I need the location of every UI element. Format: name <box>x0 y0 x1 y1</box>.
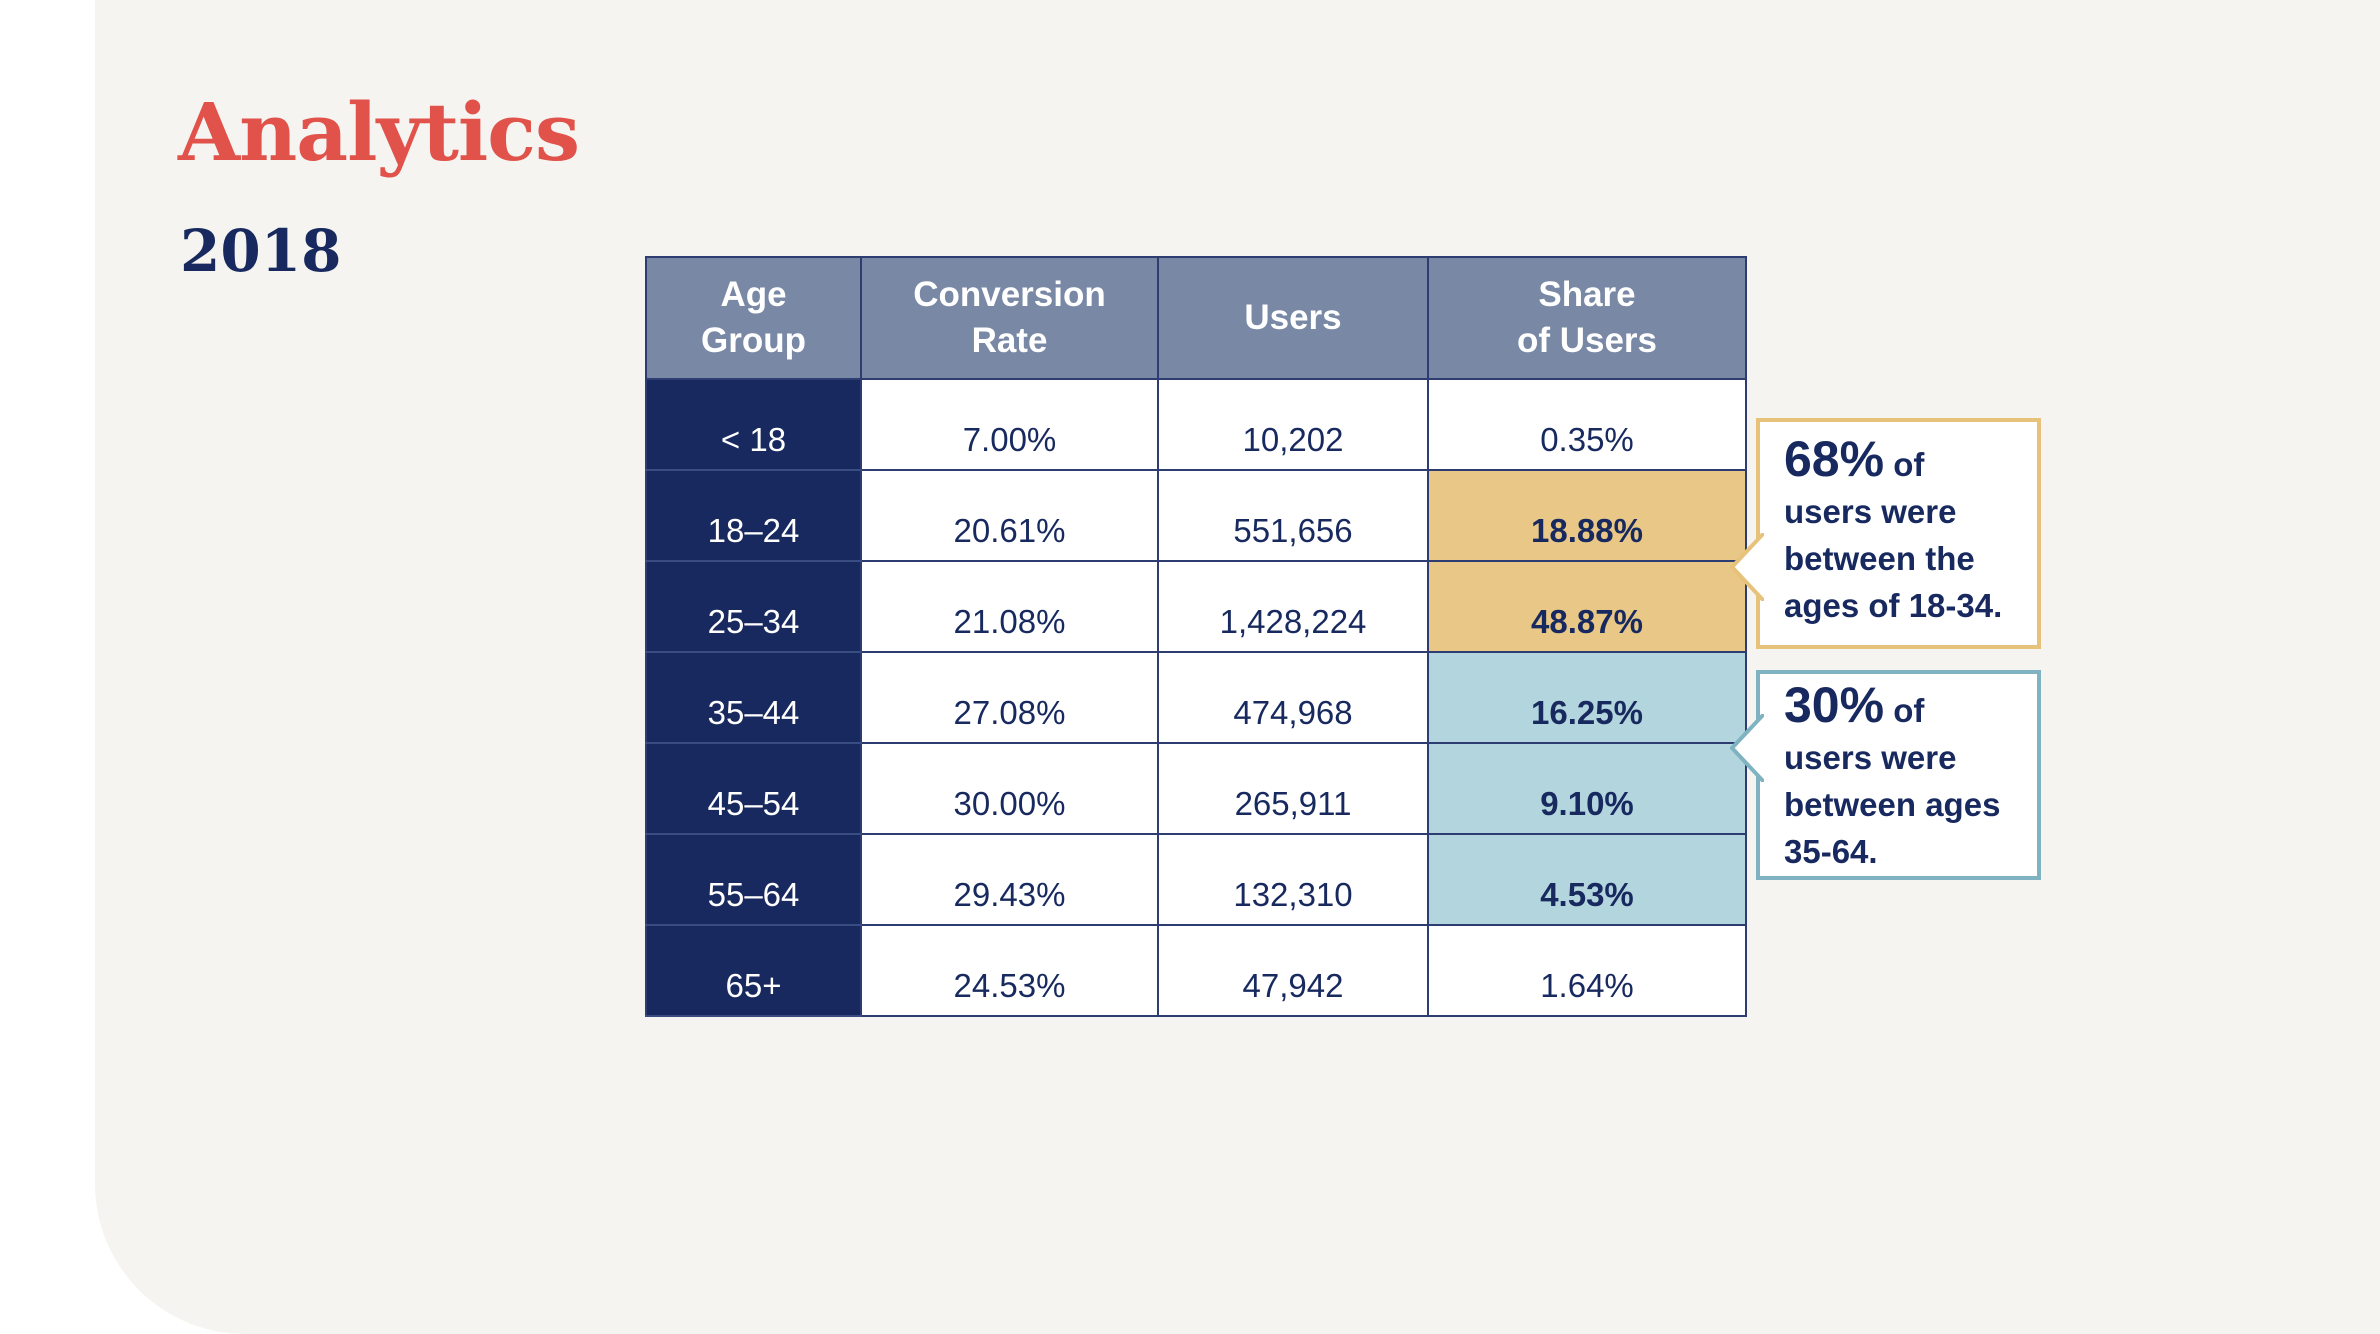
table-row: 35–44 27.08% 474,968 16.25% <box>645 651 1747 744</box>
cell-conversion-rate: 29.43% <box>860 833 1159 926</box>
cell-share-of-users: 1.64% <box>1427 924 1747 1017</box>
callout-line: users were <box>1784 739 1957 776</box>
header-age-group: Age Group <box>645 256 862 380</box>
table-row: < 18 7.00% 10,202 0.35% <box>645 378 1747 471</box>
callout-of: of <box>1893 446 1925 483</box>
table-row: 18–24 20.61% 551,656 18.88% <box>645 469 1747 562</box>
callout-percent: 68% <box>1784 431 1885 487</box>
cell-conversion-rate: 30.00% <box>860 742 1159 835</box>
callout-headline: 30% of <box>1784 680 2013 734</box>
cell-conversion-rate: 21.08% <box>860 560 1159 653</box>
cell-users: 1,428,224 <box>1157 560 1429 653</box>
table-row: 55–64 29.43% 132,310 4.53% <box>645 833 1747 926</box>
table-row: 45–54 30.00% 265,911 9.10% <box>645 742 1747 835</box>
callout-headline: 68% of <box>1784 434 2013 488</box>
cell-age-group: 55–64 <box>645 833 862 926</box>
cell-conversion-rate: 20.61% <box>860 469 1159 562</box>
table-row: 65+ 24.53% 47,942 1.64% <box>645 924 1747 1017</box>
cell-users: 474,968 <box>1157 651 1429 744</box>
callout-pointer-icon <box>1730 533 1764 601</box>
callout-18-34: 68% of users were between the ages of 18… <box>1730 418 2041 649</box>
page-title: Analytics <box>178 85 580 179</box>
cell-conversion-rate: 24.53% <box>860 924 1159 1017</box>
callout-line: users were <box>1784 493 1957 530</box>
cell-users: 132,310 <box>1157 833 1429 926</box>
cell-share-of-users: 9.10% <box>1427 742 1747 835</box>
cell-conversion-rate: 27.08% <box>860 651 1159 744</box>
cell-age-group: 65+ <box>645 924 862 1017</box>
callout-line: between the <box>1784 540 1975 577</box>
cell-conversion-rate: 7.00% <box>860 378 1159 471</box>
page-subtitle: 2018 <box>180 217 342 285</box>
header-conversion-rate: Conversion Rate <box>860 256 1159 380</box>
cell-users: 265,911 <box>1157 742 1429 835</box>
cell-share-of-users: 16.25% <box>1427 651 1747 744</box>
analytics-table: Age Group Conversion Rate Users Share of Us… <box>645 256 1747 1017</box>
cell-share-of-users: 48.87% <box>1427 560 1747 653</box>
cell-share-of-users: 0.35% <box>1427 378 1747 471</box>
table-row: 25–34 21.08% 1,428,224 48.87% <box>645 560 1747 653</box>
callout-line: ages of 18-34. <box>1784 587 2003 624</box>
callout-35-64: 30% of users were between ages 35-64. <box>1730 670 2041 880</box>
cell-age-group: < 18 <box>645 378 862 471</box>
cell-age-group: 35–44 <box>645 651 862 744</box>
cell-users: 10,202 <box>1157 378 1429 471</box>
cell-age-group: 18–24 <box>645 469 862 562</box>
callout-pointer-icon <box>1730 714 1764 782</box>
callout-line: between ages <box>1784 786 2001 823</box>
header-share-of-users: Share of Users <box>1427 256 1747 380</box>
cell-share-of-users: 18.88% <box>1427 469 1747 562</box>
callout-line: 35-64. <box>1784 833 1878 870</box>
callout-percent: 30% <box>1784 677 1885 733</box>
cell-age-group: 45–54 <box>645 742 862 835</box>
cell-users: 551,656 <box>1157 469 1429 562</box>
header-users: Users <box>1157 256 1429 380</box>
cell-age-group: 25–34 <box>645 560 862 653</box>
callout-of: of <box>1893 692 1925 729</box>
cell-share-of-users: 4.53% <box>1427 833 1747 926</box>
table-header-row: Age Group Conversion Rate Users Share of Us… <box>645 256 1747 380</box>
cell-users: 47,942 <box>1157 924 1429 1017</box>
